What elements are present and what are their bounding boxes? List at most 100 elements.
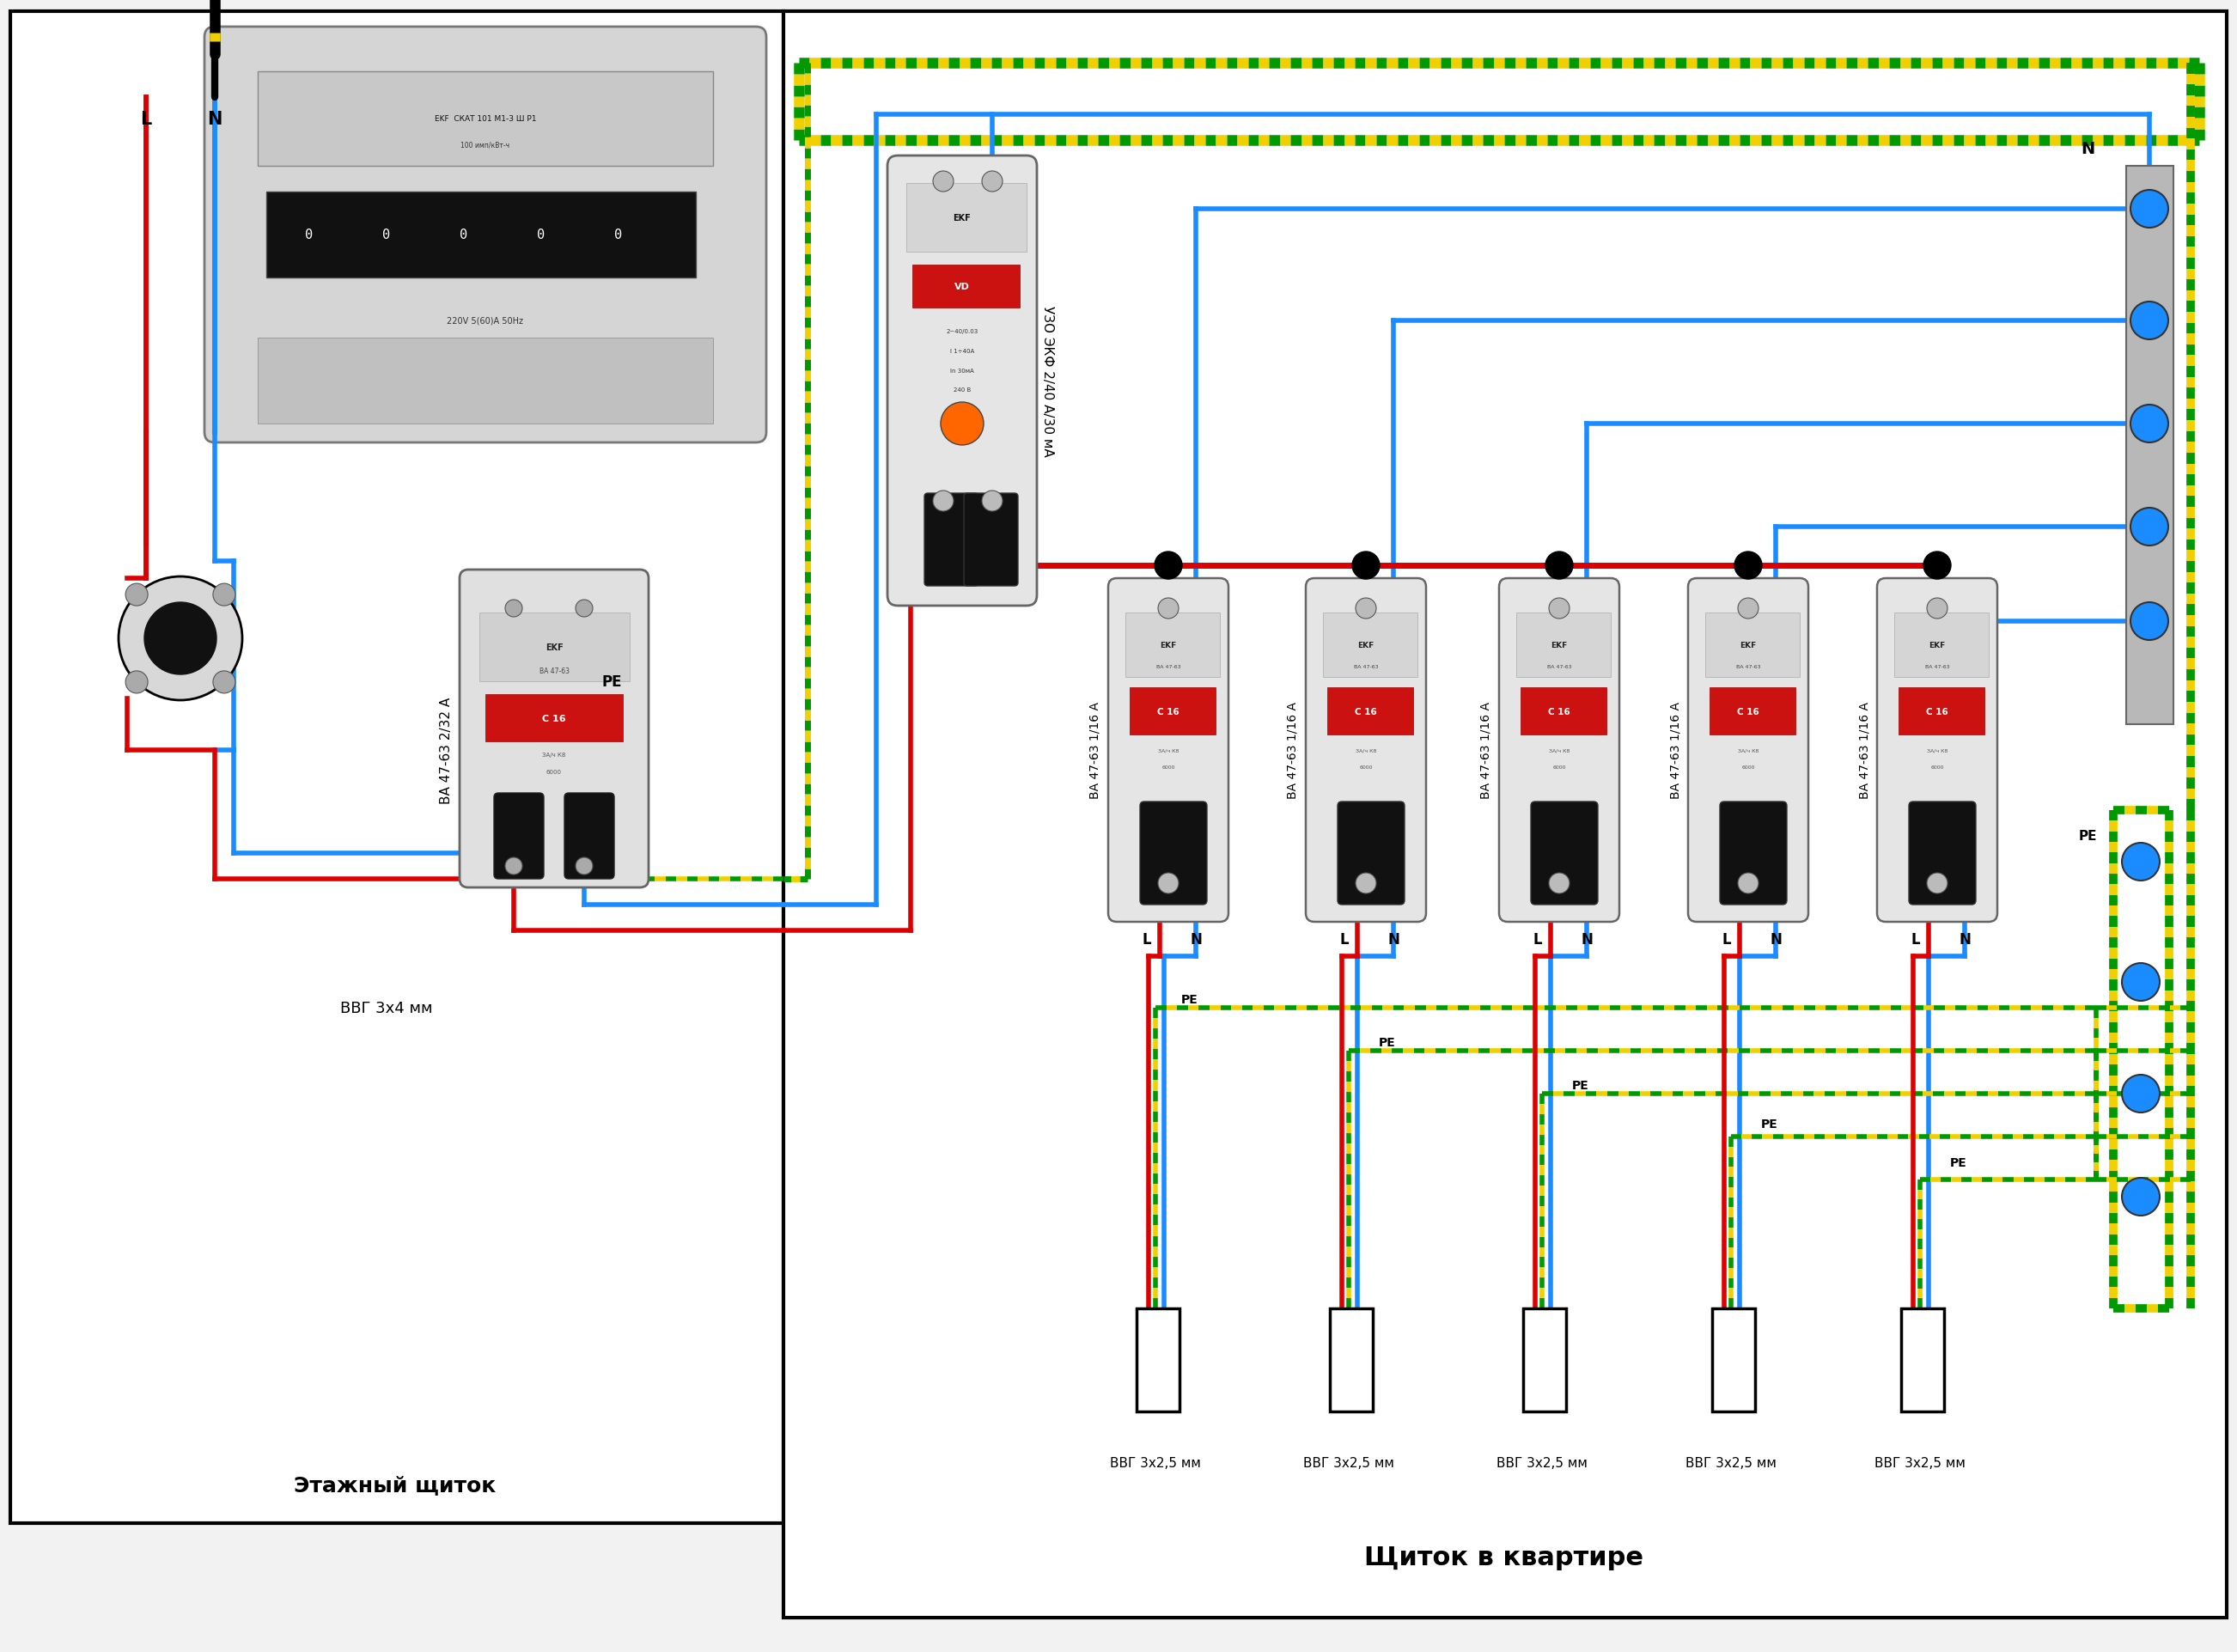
- Text: ВВГ 3х2,5 мм: ВВГ 3х2,5 мм: [1875, 1457, 1966, 1470]
- FancyBboxPatch shape: [1141, 801, 1208, 905]
- Bar: [1521, 687, 1606, 735]
- Circle shape: [125, 671, 148, 694]
- Text: 0: 0: [537, 230, 546, 241]
- Text: 0: 0: [304, 230, 313, 241]
- Circle shape: [1734, 552, 1763, 580]
- Text: ЗА/ч К8: ЗА/ч К8: [1159, 748, 1179, 753]
- Text: 220V 5(60)A 50Hz: 220V 5(60)A 50Hz: [447, 317, 523, 325]
- Text: ЗА/ч К8: ЗА/ч К8: [1926, 748, 1948, 753]
- Circle shape: [2130, 509, 2168, 547]
- Bar: [1322, 613, 1418, 677]
- Text: EKF: EKF: [1161, 643, 1177, 649]
- Text: VD: VD: [955, 282, 971, 291]
- Bar: [1901, 1308, 1944, 1411]
- Bar: [1709, 687, 1796, 735]
- Bar: [266, 192, 696, 278]
- Text: N: N: [1190, 932, 1201, 947]
- Text: C 16: C 16: [1738, 707, 1758, 715]
- FancyBboxPatch shape: [924, 494, 978, 586]
- Text: 6000: 6000: [1552, 765, 1566, 770]
- Circle shape: [1356, 874, 1376, 894]
- Circle shape: [982, 172, 1002, 192]
- Text: ВА 47-63: ВА 47-63: [1353, 666, 1378, 669]
- Text: C 16: C 16: [1356, 707, 1378, 715]
- Bar: [906, 183, 1027, 253]
- FancyBboxPatch shape: [204, 28, 767, 443]
- Text: In 30мА: In 30мА: [951, 368, 973, 373]
- Circle shape: [1159, 598, 1179, 620]
- Text: EKF: EKF: [1740, 643, 1756, 649]
- Text: C 16: C 16: [1548, 707, 1570, 715]
- Text: EKF: EKF: [1928, 643, 1946, 649]
- Text: L: L: [1532, 932, 1541, 947]
- Text: EKF: EKF: [1358, 643, 1374, 649]
- Text: C 16: C 16: [1926, 707, 1948, 715]
- Text: N: N: [208, 111, 221, 127]
- FancyBboxPatch shape: [1720, 801, 1787, 905]
- Text: N: N: [1769, 932, 1781, 947]
- Text: ЗА/ч К8: ЗА/ч К8: [541, 752, 566, 757]
- FancyBboxPatch shape: [964, 494, 1018, 586]
- Bar: [485, 694, 622, 742]
- Text: ВА 47-63 1/16 А: ВА 47-63 1/16 А: [1859, 702, 1870, 800]
- Text: ВА 47-63: ВА 47-63: [1924, 666, 1948, 669]
- Bar: [1125, 613, 1219, 677]
- Text: EKF  СКАТ 101 М1-3 Ш Р1: EKF СКАТ 101 М1-3 Ш Р1: [434, 116, 537, 124]
- FancyBboxPatch shape: [1306, 578, 1425, 922]
- Text: L: L: [1340, 932, 1349, 947]
- Circle shape: [1926, 598, 1948, 620]
- Text: PE: PE: [1951, 1156, 1966, 1168]
- Bar: [1130, 687, 1215, 735]
- Circle shape: [982, 491, 1002, 512]
- Bar: [1705, 613, 1801, 677]
- Text: N: N: [1960, 932, 1971, 947]
- Bar: [257, 339, 714, 425]
- Circle shape: [1351, 552, 1380, 580]
- Text: 6000: 6000: [546, 770, 561, 775]
- Text: ВА 47-63 1/16 А: ВА 47-63 1/16 А: [1481, 702, 1492, 800]
- Circle shape: [1159, 874, 1179, 894]
- Circle shape: [2130, 302, 2168, 340]
- Circle shape: [2123, 1178, 2159, 1216]
- Bar: [1327, 687, 1414, 735]
- Text: ВА 47-63: ВА 47-63: [1736, 666, 1761, 669]
- Bar: [11, 12, 783, 1523]
- Text: ВВГ 3х2,5 мм: ВВГ 3х2,5 мм: [1110, 1457, 1201, 1470]
- Text: PE: PE: [1573, 1079, 1588, 1092]
- Circle shape: [125, 583, 148, 606]
- Circle shape: [2123, 1075, 2159, 1113]
- Circle shape: [1926, 874, 1948, 894]
- Bar: [479, 613, 629, 682]
- Text: L: L: [141, 111, 152, 127]
- Text: 6000: 6000: [1360, 765, 1374, 770]
- Text: 0: 0: [383, 230, 391, 241]
- Text: ВВГ 3х2,5 мм: ВВГ 3х2,5 мм: [1497, 1457, 1588, 1470]
- Circle shape: [1548, 874, 1570, 894]
- Bar: [1523, 1308, 1566, 1411]
- Bar: [1517, 613, 1611, 677]
- Circle shape: [145, 603, 217, 676]
- FancyBboxPatch shape: [1530, 801, 1597, 905]
- Circle shape: [1154, 552, 1181, 580]
- Bar: [1329, 1308, 1374, 1411]
- Text: PE: PE: [602, 674, 622, 689]
- Bar: [1895, 613, 1989, 677]
- Circle shape: [506, 857, 521, 876]
- Circle shape: [2130, 603, 2168, 641]
- Text: 100 имп/кВт-ч: 100 имп/кВт-ч: [461, 140, 510, 149]
- Text: L: L: [1910, 932, 1919, 947]
- Circle shape: [575, 600, 593, 618]
- FancyBboxPatch shape: [888, 157, 1038, 606]
- Text: PE: PE: [2078, 829, 2096, 843]
- Text: N: N: [2080, 140, 2094, 157]
- Text: PE: PE: [1378, 1036, 1396, 1049]
- Circle shape: [213, 583, 235, 606]
- FancyBboxPatch shape: [459, 570, 649, 887]
- Text: ВА 47-63: ВА 47-63: [1157, 666, 1181, 669]
- Bar: [2125, 167, 2174, 725]
- FancyBboxPatch shape: [1908, 801, 1975, 905]
- Text: EKF: EKF: [1550, 643, 1568, 649]
- Text: C 16: C 16: [1157, 707, 1179, 715]
- Text: ВА 47-63 1/16 А: ВА 47-63 1/16 А: [1089, 702, 1101, 800]
- Bar: [1899, 687, 1984, 735]
